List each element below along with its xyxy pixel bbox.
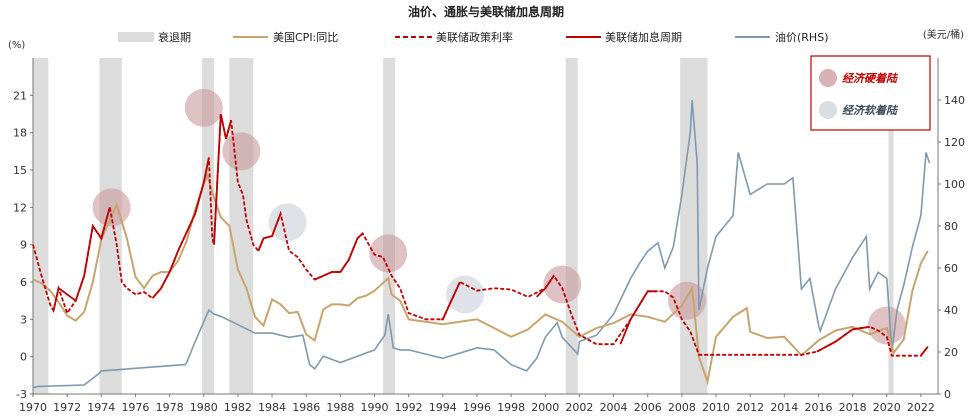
series-lines <box>32 99 931 389</box>
x-tick-label-19: 2008 <box>668 401 696 414</box>
y-right-tick-label-0: 0 <box>944 388 951 401</box>
y-right-tick-label-2: 40 <box>944 304 958 317</box>
recession-band-7 <box>888 58 894 394</box>
recession-band-2 <box>202 58 214 394</box>
x-tick-label-17: 2004 <box>600 401 628 414</box>
x-tick-label-21: 2012 <box>736 401 764 414</box>
x-tick-label-2: 1974 <box>87 401 115 414</box>
y-left-tick-label-6: 15 <box>13 164 27 177</box>
y-left-tick-label-8: 21 <box>13 89 27 102</box>
x-tick-label-16: 2002 <box>565 401 593 414</box>
x-tick-label-14: 1998 <box>497 401 525 414</box>
legend-fed-funds-label: 美联储政策利率 <box>436 30 513 44</box>
y-left-tick-label-5: 12 <box>13 201 27 214</box>
x-tick-label-15: 2000 <box>531 401 559 414</box>
y-right-tick-label-1: 20 <box>944 346 958 359</box>
oil-series-line <box>32 99 931 389</box>
legend-cpi-label: 美国CPI:同比 <box>273 31 338 44</box>
recession-band-0 <box>33 58 49 394</box>
tick-labels: 1970 1972 1974 1976 1978 1980 1982 1984 1986 1988… <box>13 89 965 414</box>
landing-markers <box>92 88 906 345</box>
x-tick-label-0: 1970 <box>19 401 47 414</box>
x-tick-label-20: 2010 <box>702 401 730 414</box>
x-tick-label-23: 2016 <box>804 401 832 414</box>
legend-recession-label: 衰退期 <box>158 30 191 44</box>
soft-landing-marker-0 <box>268 203 307 242</box>
x-tick-label-1: 1972 <box>53 401 81 414</box>
hard-landing-marker-1 <box>184 88 223 127</box>
x-tick-label-25: 2020 <box>873 401 901 414</box>
x-tick-label-9: 1988 <box>326 401 354 414</box>
x-tick-label-10: 1990 <box>361 401 389 414</box>
x-tick-label-7: 1984 <box>258 401 286 414</box>
hard-landing-marker-4 <box>543 265 582 304</box>
x-tick-label-4: 1978 <box>156 401 184 414</box>
x-tick-label-6: 1982 <box>224 401 252 414</box>
x-tick-label-12: 1994 <box>429 401 457 414</box>
y-right-tick-label-3: 60 <box>944 262 958 275</box>
recession-band-3 <box>229 58 254 394</box>
y-right-tick-label-7: 140 <box>944 94 965 107</box>
x-tick-label-22: 2014 <box>770 401 798 414</box>
legend-hike-cycle-label: 美联储加息周期 <box>605 30 682 44</box>
hard-landing-swatch <box>819 69 837 87</box>
x-tick-label-13: 1996 <box>463 401 491 414</box>
x-tick-label-11: 1992 <box>395 401 423 414</box>
y-right-tick-label-5: 100 <box>944 178 965 191</box>
legend: 衰退期 美国CPI:同比 美联储政策利率 美联储加息周期 油价(RHS) <box>118 30 828 44</box>
y-left-tick-label-0: -3 <box>16 388 27 401</box>
y-left-tick-label-3: 6 <box>20 276 27 289</box>
chart-title: 油价、通胀与美联储加息周期 <box>408 4 564 19</box>
annotation-box: 经济硬着陆 经济软着陆 <box>810 55 931 131</box>
hike-cycle-series-line <box>52 113 929 357</box>
axes <box>30 58 941 397</box>
hard-landing-marker-3 <box>369 234 408 273</box>
y-left-tick-label-1: 0 <box>20 351 27 364</box>
soft-landing-label: 经济软着陆 <box>842 104 899 117</box>
y-right-tick-label-4: 80 <box>944 220 958 233</box>
x-tick-label-3: 1976 <box>121 401 149 414</box>
x-tick-label-5: 1980 <box>190 401 218 414</box>
x-tick-label-18: 2006 <box>634 401 662 414</box>
legend-recession-swatch <box>118 32 154 42</box>
recession-bands <box>33 58 894 394</box>
y-left-tick-label-7: 18 <box>13 127 27 140</box>
legend-oil-label: 油价(RHS) <box>775 30 828 44</box>
y-left-tick-label-2: 3 <box>20 313 27 326</box>
x-tick-label-26: 2022 <box>907 401 935 414</box>
left-axis-unit: (%) <box>8 40 25 51</box>
right-axis-unit: (美元/桶) <box>923 28 964 41</box>
y-right-tick-label-6: 120 <box>944 136 965 149</box>
soft-landing-marker-1 <box>446 275 485 314</box>
hard-landing-label: 经济硬着陆 <box>842 72 899 85</box>
hard-landing-marker-2 <box>222 132 261 171</box>
recession-band-4 <box>383 58 395 394</box>
cpi-series-line <box>32 171 929 386</box>
x-tick-label-24: 2018 <box>839 401 867 414</box>
recession-band-5 <box>565 58 578 394</box>
y-left-tick-label-4: 9 <box>20 239 27 252</box>
fed-funds-series-line <box>32 113 929 357</box>
soft-landing-swatch <box>819 101 837 119</box>
x-tick-label-8: 1986 <box>292 401 320 414</box>
